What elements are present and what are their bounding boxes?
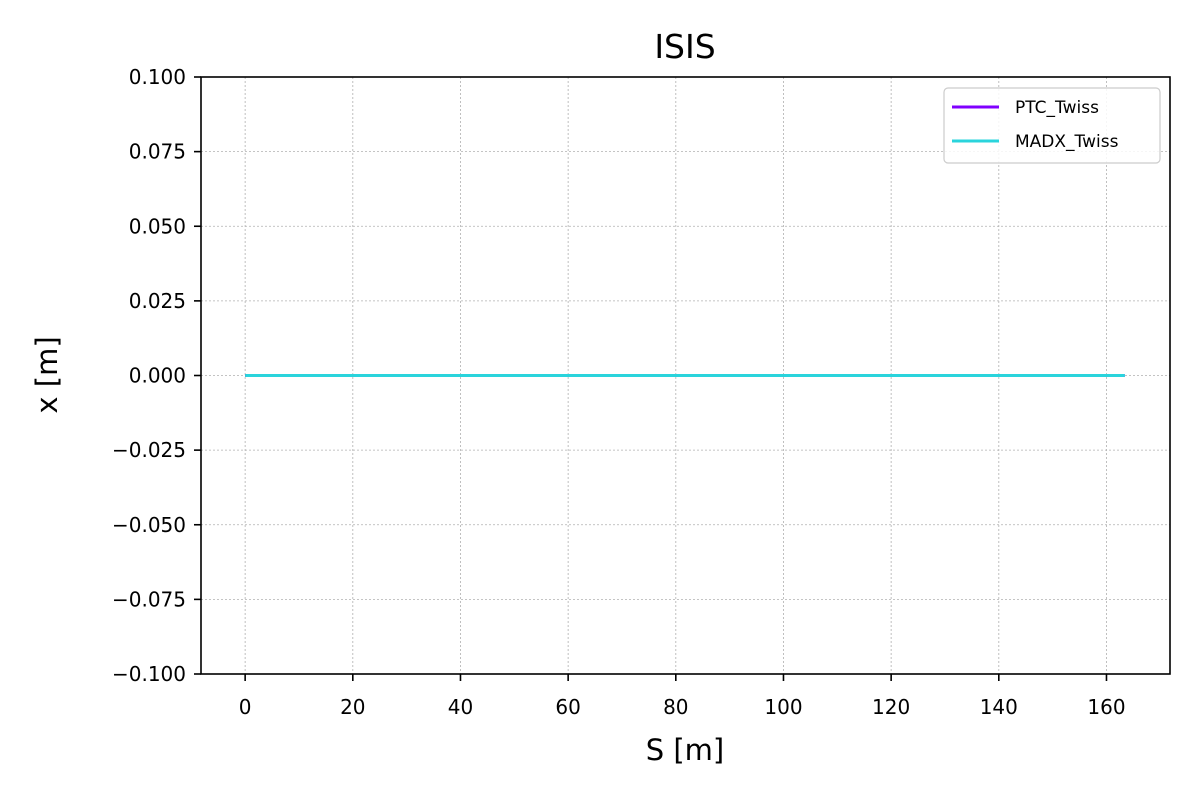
x-tick-label: 0 xyxy=(239,695,252,719)
x-tick-label: 140 xyxy=(980,695,1018,719)
x-tick-label: 60 xyxy=(555,695,580,719)
y-tick-label: 0.025 xyxy=(129,289,186,313)
y-axis-label: x [m] xyxy=(30,336,64,413)
legend-label: MADX_Twiss xyxy=(1015,132,1119,152)
x-tick-label: 100 xyxy=(764,695,802,719)
x-axis-label: S [m] xyxy=(646,733,725,767)
x-tick-label: 160 xyxy=(1087,695,1125,719)
chart-title: ISIS xyxy=(654,27,715,66)
x-tick-label: 40 xyxy=(448,695,473,719)
y-tick-label: −0.025 xyxy=(112,438,186,462)
y-axis: −0.100 −0.075 −0.050 −0.025 0.000 0.025 0.050 0… xyxy=(112,65,201,686)
y-tick-label: 0.100 xyxy=(129,65,186,89)
legend: PTC_Twiss MADX_Twiss xyxy=(943,87,1161,164)
y-tick-label: 0.000 xyxy=(129,364,186,388)
y-tick-label: −0.100 xyxy=(112,662,186,686)
x-tick-label: 20 xyxy=(340,695,365,719)
y-tick-label: 0.075 xyxy=(129,140,186,164)
y-tick-label: −0.075 xyxy=(112,587,186,611)
x-axis: 0 20 40 60 80 100 120 140 160 xyxy=(239,674,1126,719)
y-tick-label: −0.050 xyxy=(112,513,186,537)
legend-label: PTC_Twiss xyxy=(1015,98,1099,118)
y-tick-label: 0.050 xyxy=(129,214,186,238)
x-tick-label: 120 xyxy=(872,695,910,719)
x-tick-label: 80 xyxy=(663,695,688,719)
